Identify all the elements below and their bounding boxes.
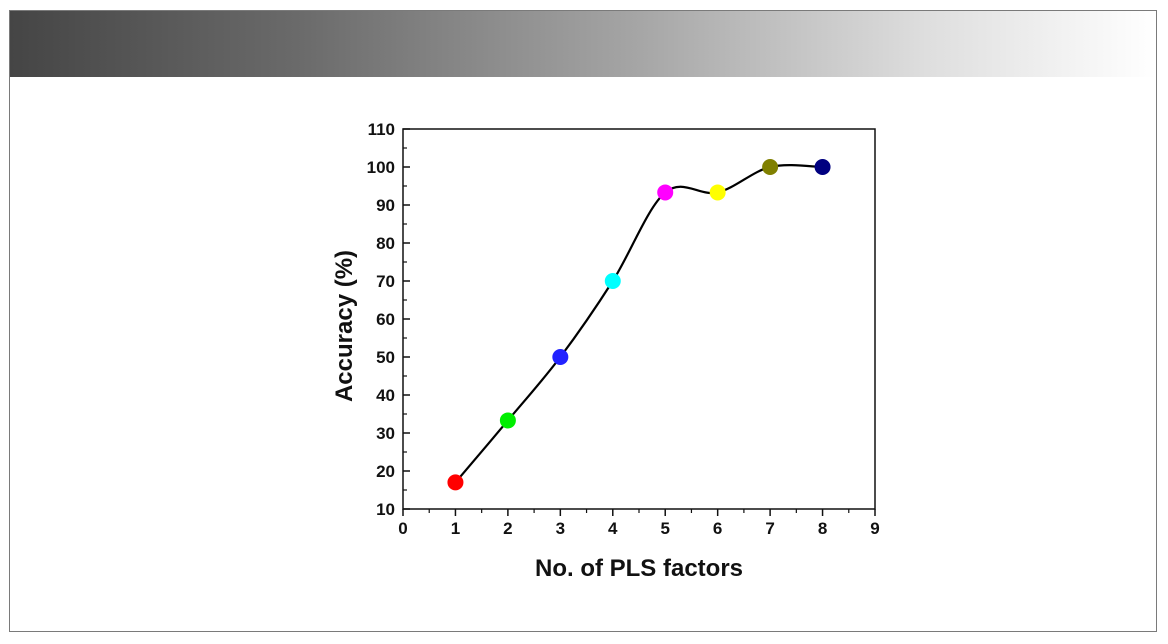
x-tick-label: 6 xyxy=(713,519,722,538)
x-tick-label: 7 xyxy=(765,519,774,538)
y-tick-label: 10 xyxy=(376,500,395,519)
figure-frame xyxy=(9,10,1157,632)
data-point xyxy=(499,412,516,429)
data-point xyxy=(657,184,674,201)
y-tick-label: 110 xyxy=(368,120,395,139)
y-tick-label: 70 xyxy=(376,272,395,291)
x-tick-label: 4 xyxy=(608,519,618,538)
data-point xyxy=(814,159,831,175)
points-group xyxy=(447,159,831,491)
x-tick-label: 8 xyxy=(818,519,827,538)
y-tick-label: 30 xyxy=(376,424,395,443)
y-tick-label: 100 xyxy=(367,158,395,177)
y-axis-title: Accuracy (%) xyxy=(331,250,358,402)
x-tick-label: 3 xyxy=(556,519,565,538)
x-tick-label: 0 xyxy=(398,519,407,538)
data-point xyxy=(552,349,569,365)
plot-border xyxy=(402,128,876,510)
y-tick-label: 80 xyxy=(376,234,395,253)
data-point xyxy=(604,273,621,289)
x-axis-title: No. of PLS factors xyxy=(535,555,743,582)
axes: 10 20 30 40 50 60 70 80 90 100 110 0 1 2 3 4 5 6 7 8 9 xyxy=(367,120,880,538)
y-tick-label: 60 xyxy=(376,310,395,329)
data-point xyxy=(762,159,779,175)
y-tick-label: 50 xyxy=(376,348,395,367)
accuracy-curve xyxy=(454,164,823,484)
y-tick-label: 20 xyxy=(376,462,395,481)
y-tick-label: 40 xyxy=(376,386,395,405)
data-point xyxy=(709,184,726,201)
x-tick-label: 5 xyxy=(660,519,669,538)
x-tick-label: 9 xyxy=(870,519,879,538)
data-point xyxy=(447,474,464,491)
curve-group xyxy=(454,164,823,484)
y-tick-label: 90 xyxy=(376,196,395,215)
figure-header-bar xyxy=(10,11,1156,77)
x-tick-label: 2 xyxy=(503,519,512,538)
x-tick-label: 1 xyxy=(451,519,460,538)
